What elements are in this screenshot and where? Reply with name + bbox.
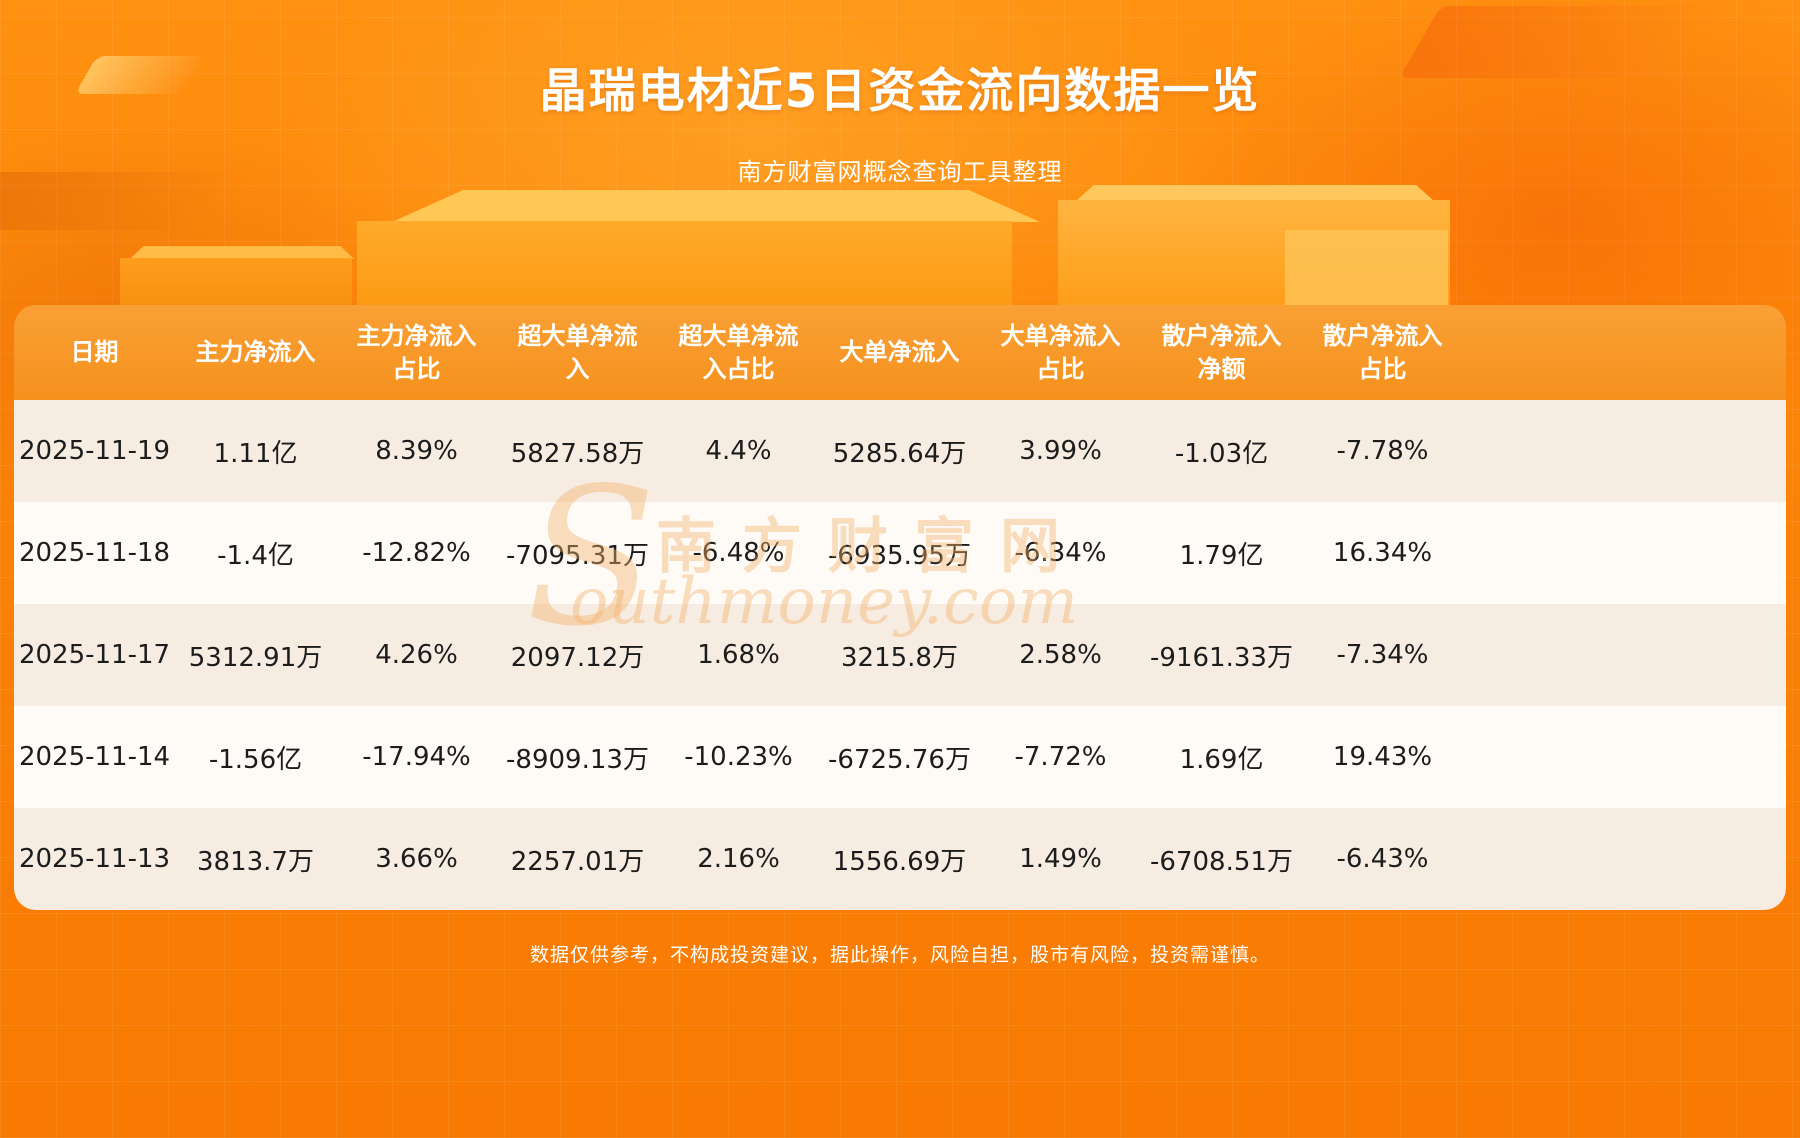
row-spacer xyxy=(1463,400,1786,502)
row-spacer xyxy=(1463,808,1786,910)
disclaimer-text: 数据仅供参考，不构成投资建议，据此操作，风险自担，股市有风险，投资需谨慎。 xyxy=(529,944,1270,966)
column-header: 超大单净流 入占比 xyxy=(678,322,799,383)
column-header: 散户净流入 净额 xyxy=(1161,322,1282,383)
value-cell: 3.99% xyxy=(1019,436,1102,466)
value-cell: -17.94% xyxy=(362,742,471,772)
value-cell: -6935.95万 xyxy=(828,540,971,571)
podium-right-small xyxy=(1285,230,1448,310)
podium-center-top-face xyxy=(392,190,1040,222)
value-cell: 1.11亿 xyxy=(213,438,298,469)
value-cell: 1.68% xyxy=(697,640,780,670)
value-cell: 5312.91万 xyxy=(188,642,323,673)
fund-flow-table: 日期 主力净流入 主力净流入 占比 超大单净流 入超大单净流 入占比 大单净流入 大单净流… xyxy=(14,305,1786,910)
podium-right-top-face xyxy=(1076,185,1434,201)
value-cell: 3813.7万 xyxy=(197,846,314,877)
value-cell: 8.39% xyxy=(375,436,458,466)
value-cell: 2.58% xyxy=(1019,640,1102,670)
table-body: 2025-11-19 1.11亿 8.39% 5827.58万 4.4% 5285.64万… xyxy=(14,400,1786,910)
value-cell: 1.49% xyxy=(1019,844,1102,874)
date-cell: 2025-11-17 xyxy=(18,640,171,670)
page-subtitle: 南方财富网概念查询工具整理 xyxy=(737,158,1063,186)
table-row: 2025-11-19 1.11亿 8.39% 5827.58万 4.4% 5285.64万… xyxy=(14,400,1786,502)
value-cell: 1.79亿 xyxy=(1179,540,1264,571)
column-header: 日期 xyxy=(70,338,119,367)
value-cell: 3215.8万 xyxy=(841,642,958,673)
value-cell: -7.34% xyxy=(1336,640,1429,670)
value-cell: -1.56亿 xyxy=(208,744,303,775)
value-cell: 5827.58万 xyxy=(510,438,645,469)
value-cell: -6.43% xyxy=(1336,844,1429,874)
value-cell: -6708.51万 xyxy=(1150,846,1293,877)
row-spacer xyxy=(1463,604,1786,706)
table-row: 2025-11-13 3813.7万 3.66% 2257.01万 2.16% 1556.… xyxy=(14,808,1786,910)
value-cell: -6725.76万 xyxy=(828,744,971,775)
column-header: 主力净流入 占比 xyxy=(356,322,477,383)
value-cell: 1556.69万 xyxy=(832,846,967,877)
table-header-row: 日期 主力净流入 主力净流入 占比 超大单净流 入超大单净流 入占比 大单净流入 大单净流… xyxy=(14,305,1786,400)
row-spacer xyxy=(1463,706,1786,808)
value-cell: -1.03亿 xyxy=(1174,438,1269,469)
value-cell: 5285.64万 xyxy=(832,438,967,469)
value-cell: -6.48% xyxy=(692,538,785,568)
value-cell: 3.66% xyxy=(375,844,458,874)
podium-left-top-face xyxy=(130,246,354,259)
value-cell: 16.34% xyxy=(1332,538,1433,568)
row-spacer xyxy=(1463,502,1786,604)
header-spacer xyxy=(1463,305,1786,400)
page-title: 晶瑞电材近5日资金流向数据一览 xyxy=(539,64,1261,119)
podium-center xyxy=(357,221,1012,311)
value-cell: -9161.33万 xyxy=(1150,642,1293,673)
table-row: 2025-11-17 5312.91万 4.26% 2097.12万 1.68% 3215… xyxy=(14,604,1786,706)
table-row: 2025-11-14 -1.56亿 -17.94% -8909.13万 -10.23% -… xyxy=(14,706,1786,808)
value-cell: 2097.12万 xyxy=(510,642,645,673)
column-header: 超大单净流 入 xyxy=(517,322,638,383)
date-cell: 2025-11-19 xyxy=(18,436,171,466)
value-cell: -7095.31万 xyxy=(506,540,649,571)
date-cell: 2025-11-14 xyxy=(18,742,171,772)
table-row: 2025-11-18 -1.4亿 -12.82% -7095.31万 -6.48% -69… xyxy=(14,502,1786,604)
value-cell: 4.26% xyxy=(375,640,458,670)
value-cell: 4.4% xyxy=(705,436,772,466)
value-cell: 2257.01万 xyxy=(510,846,645,877)
value-cell: 19.43% xyxy=(1332,742,1433,772)
column-header: 大单净流入 占比 xyxy=(1000,322,1121,383)
podium-left xyxy=(120,258,352,310)
value-cell: 2.16% xyxy=(697,844,780,874)
value-cell: -1.4亿 xyxy=(217,540,294,571)
date-cell: 2025-11-13 xyxy=(18,844,171,874)
value-cell: -12.82% xyxy=(362,538,471,568)
column-header: 散户净流入 占比 xyxy=(1322,322,1443,383)
column-header: 大单净流入 xyxy=(839,338,960,367)
value-cell: -7.72% xyxy=(1014,742,1107,772)
date-cell: 2025-11-18 xyxy=(18,538,171,568)
value-cell: 1.69亿 xyxy=(1179,744,1264,775)
value-cell: -6.34% xyxy=(1014,538,1107,568)
column-header: 主力净流入 xyxy=(195,338,316,367)
value-cell: -10.23% xyxy=(684,742,793,772)
value-cell: -8909.13万 xyxy=(506,744,649,775)
value-cell: -7.78% xyxy=(1336,436,1429,466)
